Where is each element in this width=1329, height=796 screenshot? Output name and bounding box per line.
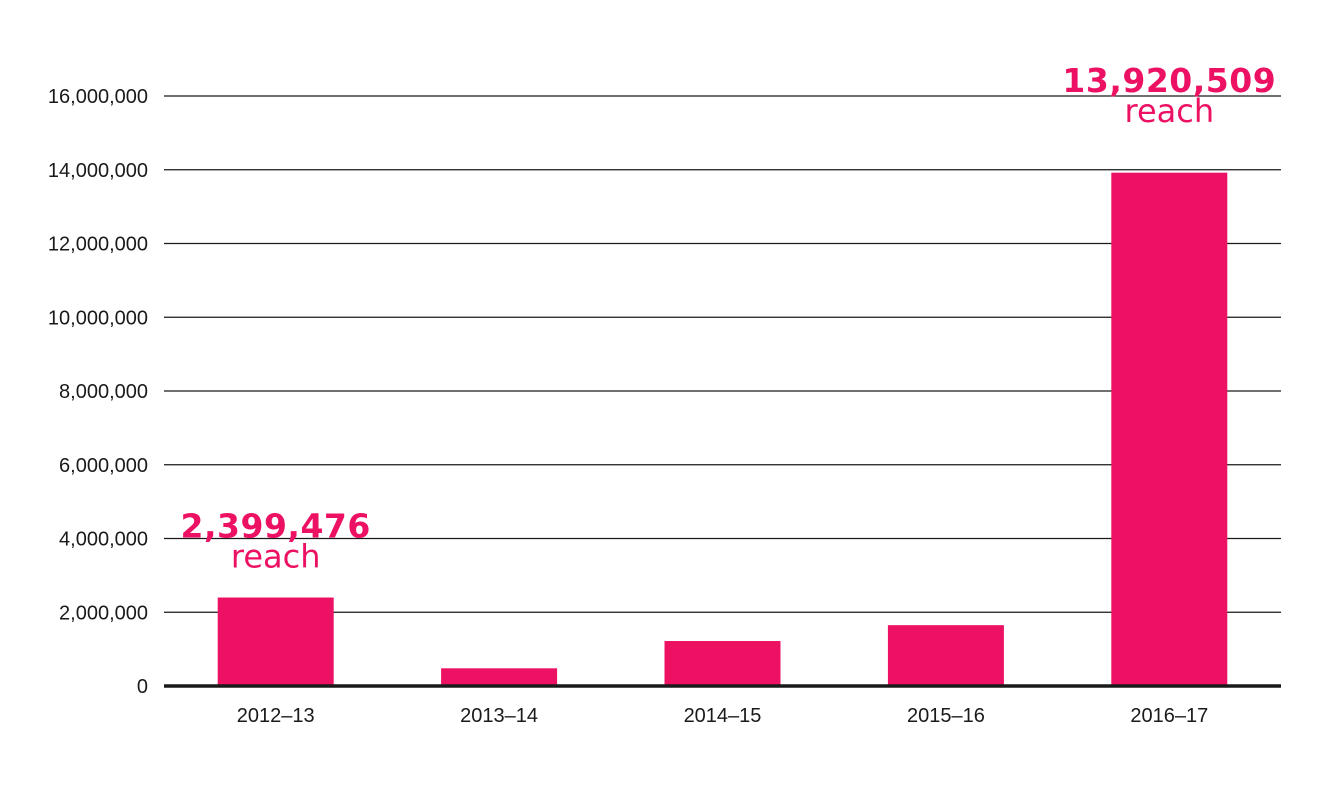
x-tick-label: 2012–13: [237, 705, 315, 727]
annotation-value: 2,399,476: [181, 507, 371, 546]
y-tick-label: 10,000,000: [48, 307, 148, 329]
y-tick-label: 14,000,000: [48, 160, 148, 182]
annotation-value: 13,920,509: [1062, 61, 1276, 100]
y-tick-label: 2,000,000: [59, 602, 148, 624]
y-tick-label: 0: [137, 676, 148, 698]
annotation-label: reach: [1124, 92, 1214, 130]
y-tick-label: 8,000,000: [59, 381, 148, 403]
x-tick-label: 2013–14: [460, 705, 538, 727]
x-tick-label: 2015–16: [907, 705, 985, 727]
x-tick-label: 2016–17: [1130, 705, 1208, 727]
bar: [887, 625, 1004, 686]
bar: [664, 641, 781, 686]
x-tick-labels: 2012–13 2013–14 2014–15 2015–16 2016–17: [237, 705, 1208, 727]
bar: [441, 668, 558, 686]
annotation-label: reach: [231, 538, 321, 576]
y-tick-label: 6,000,000: [59, 455, 148, 477]
bar: [1111, 172, 1228, 687]
y-tick-label: 4,000,000: [59, 529, 148, 551]
bar: [217, 597, 334, 686]
y-tick-label: 12,000,000: [48, 234, 148, 256]
y-tick-labels: 0 2,000,000 4,000,000 6,000,000 8,000,000 10,…: [48, 86, 148, 698]
y-tick-label: 16,000,000: [48, 86, 148, 108]
x-tick-label: 2014–15: [684, 705, 762, 727]
bars: [217, 172, 1228, 687]
gridlines: [164, 95, 1281, 613]
